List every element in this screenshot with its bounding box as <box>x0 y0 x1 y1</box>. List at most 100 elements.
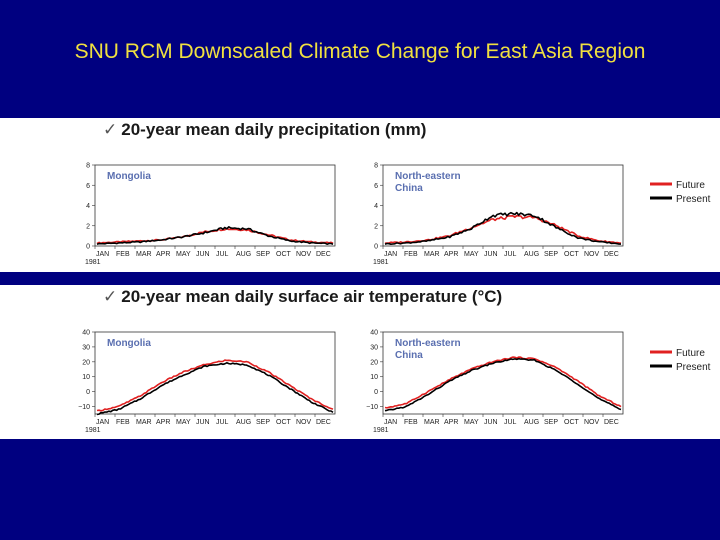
y-tick-label: 40 <box>370 330 378 337</box>
legend-label: Future <box>676 348 705 359</box>
x-tick-label: JUL <box>504 419 517 426</box>
y-tick-label: 0 <box>86 244 90 251</box>
y-tick-label: 30 <box>82 344 90 351</box>
x-tick-label: OCT <box>276 419 292 426</box>
series-line-present <box>384 211 621 246</box>
x-tick-label: JAN <box>384 419 397 426</box>
y-tick-label: 0 <box>86 389 90 396</box>
y-tick-label: 4 <box>86 203 90 210</box>
y-tick-label: 4 <box>374 203 378 210</box>
x-tick-label: OCT <box>564 419 580 426</box>
x-tick-label: AUG <box>524 419 539 426</box>
y-tick-label: 6 <box>86 183 90 190</box>
x-tick-label: MAR <box>424 419 440 426</box>
x-tick-label: MAY <box>464 419 479 426</box>
series-line-future <box>384 356 622 409</box>
x-tick-label: SEP <box>256 419 270 426</box>
x-tick-label: FEB <box>404 419 418 426</box>
y-tick-label: 0 <box>374 389 378 396</box>
temperature-heading-text: 20-year mean daily surface air temperatu… <box>121 287 503 306</box>
x-tick-label: APR <box>444 251 458 258</box>
x-tick-label: NOV <box>584 419 600 426</box>
temperature-charts: −10 0 10 20 30 40 JAN FEB MAR APR MAY JUN JUL AUG SEP O… <box>78 330 711 435</box>
x-tick-label: JUN <box>196 251 210 258</box>
x-tick-label: APR <box>156 251 170 258</box>
x-tick-label: FEB <box>116 419 130 426</box>
year-label: 1981 <box>85 259 101 266</box>
y-tick-label: 2 <box>374 223 378 230</box>
region-label: Mongolia <box>107 338 151 349</box>
x-tick-label: DEC <box>604 251 619 258</box>
series-line-future <box>96 359 334 412</box>
chart-1: 0 2 4 6 8 JAN FEB MAR APR MAY JUN JUL AUG SEP OCT NOV DE… <box>373 163 624 266</box>
x-tick-label: JAN <box>96 251 109 258</box>
chart-3: −10 0 10 20 30 40 JAN FEB MAR APR MAY JUN JUL AUG SEP O… <box>366 330 624 434</box>
year-label: 1981 <box>373 427 389 434</box>
region-label: China <box>395 350 423 361</box>
y-tick-label: 6 <box>374 183 378 190</box>
x-tick-label: SEP <box>544 419 558 426</box>
region-label: North-eastern <box>395 338 461 349</box>
x-tick-label: NOV <box>584 251 600 258</box>
legend-label: Present <box>676 362 711 373</box>
y-tick-label: 2 <box>86 223 90 230</box>
y-tick-label: 8 <box>86 163 90 170</box>
x-tick-label: AUG <box>236 251 251 258</box>
y-tick-label: −10 <box>78 404 90 411</box>
x-tick-label: JAN <box>384 251 397 258</box>
x-tick-label: JUL <box>504 251 517 258</box>
x-tick-label: DEC <box>316 251 331 258</box>
x-tick-label: APR <box>444 419 458 426</box>
x-tick-label: APR <box>156 419 170 426</box>
chart-0: 0 2 4 6 8 JAN FEB MAR APR MAY JUN JUL AUG SEP OCT NOV DE… <box>85 163 336 266</box>
x-tick-label: JUL <box>216 251 229 258</box>
x-tick-label: MAR <box>424 251 440 258</box>
temperature-panel: ✓ 20-year mean daily surface air temperat… <box>0 285 720 439</box>
x-tick-label: MAR <box>136 419 152 426</box>
x-tick-label: NOV <box>296 251 312 258</box>
legend-label: Future <box>676 180 705 191</box>
temperature-heading: ✓ 20-year mean daily surface air temperat… <box>103 287 502 307</box>
x-tick-label: MAR <box>136 251 152 258</box>
region-label: Mongolia <box>107 171 151 182</box>
series-line-present <box>96 226 334 246</box>
chart-2: −10 0 10 20 30 40 JAN FEB MAR APR MAY JUN JUL AUG SEP O… <box>78 330 336 434</box>
x-tick-label: OCT <box>276 251 292 258</box>
slide-title: SNU RCM Downscaled Climate Change for Ea… <box>74 40 646 63</box>
region-label: North-eastern <box>395 171 461 182</box>
y-tick-label: 8 <box>374 163 378 170</box>
y-tick-label: 10 <box>370 374 378 381</box>
x-tick-label: JUL <box>216 419 229 426</box>
legend: Future Present <box>650 180 711 205</box>
year-label: 1981 <box>373 259 389 266</box>
precipitation-charts: 0 2 4 6 8 JAN FEB MAR APR MAY JUN JUL AUG SEP OCT NOV DE… <box>85 163 711 267</box>
precipitation-heading: ✓ 20-year mean daily precipitation (mm) <box>103 120 426 140</box>
x-tick-label: FEB <box>116 251 130 258</box>
series-line-present <box>384 357 622 412</box>
x-tick-label: JUN <box>196 419 210 426</box>
y-tick-label: 30 <box>370 344 378 351</box>
checkmark-icon: ✓ <box>103 287 118 306</box>
x-tick-label: DEC <box>604 419 619 426</box>
x-tick-label: SEP <box>256 251 270 258</box>
x-tick-label: DEC <box>316 419 331 426</box>
x-tick-label: FEB <box>404 251 418 258</box>
x-tick-label: SEP <box>544 251 558 258</box>
x-tick-label: AUG <box>524 251 539 258</box>
year-label: 1981 <box>85 427 101 434</box>
legend-label: Present <box>676 194 711 205</box>
legend: Future Present <box>650 348 711 373</box>
x-tick-label: JUN <box>484 251 498 258</box>
y-tick-label: 10 <box>82 374 90 381</box>
x-tick-label: JUN <box>484 419 498 426</box>
x-tick-label: MAY <box>176 419 191 426</box>
region-label: China <box>395 183 423 194</box>
series-line-present <box>96 362 334 416</box>
x-tick-label: MAY <box>176 251 191 258</box>
x-tick-label: OCT <box>564 251 580 258</box>
x-tick-label: MAY <box>464 251 479 258</box>
precipitation-panel: ✓ 20-year mean daily precipitation (mm) 0… <box>0 118 720 272</box>
y-tick-label: 0 <box>374 244 378 251</box>
y-tick-label: −10 <box>366 404 378 411</box>
x-tick-label: JAN <box>96 419 109 426</box>
